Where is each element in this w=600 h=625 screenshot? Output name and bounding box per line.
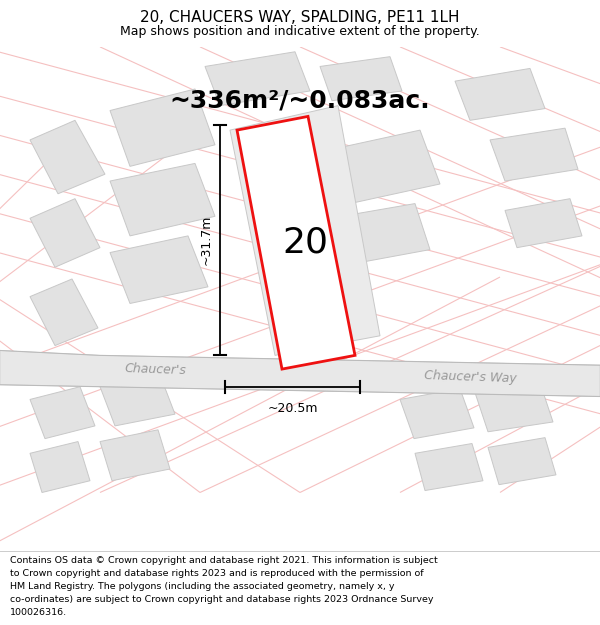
Polygon shape xyxy=(30,121,105,194)
Text: Contains OS data © Crown copyright and database right 2021. This information is : Contains OS data © Crown copyright and d… xyxy=(10,556,437,617)
Polygon shape xyxy=(237,116,355,369)
Polygon shape xyxy=(205,52,310,106)
Polygon shape xyxy=(100,430,170,481)
Polygon shape xyxy=(415,444,483,491)
Polygon shape xyxy=(110,236,208,304)
Polygon shape xyxy=(330,130,440,204)
Polygon shape xyxy=(455,68,545,121)
Polygon shape xyxy=(110,89,215,166)
Polygon shape xyxy=(30,387,95,439)
Polygon shape xyxy=(488,438,556,484)
Polygon shape xyxy=(505,199,582,248)
Polygon shape xyxy=(490,128,578,181)
Polygon shape xyxy=(230,106,380,356)
Text: Chaucer's Way: Chaucer's Way xyxy=(424,369,517,385)
Text: Map shows position and indicative extent of the property.: Map shows position and indicative extent… xyxy=(120,24,480,38)
Polygon shape xyxy=(30,279,98,346)
Text: Chaucer's: Chaucer's xyxy=(124,362,186,378)
Text: ~20.5m: ~20.5m xyxy=(267,402,318,416)
Polygon shape xyxy=(320,57,402,101)
Text: 20: 20 xyxy=(283,226,329,260)
Polygon shape xyxy=(400,389,474,439)
Polygon shape xyxy=(100,375,175,426)
Polygon shape xyxy=(30,199,100,268)
Text: ~31.7m: ~31.7m xyxy=(199,215,212,266)
Polygon shape xyxy=(0,351,600,396)
Text: 20, CHAUCERS WAY, SPALDING, PE11 1LH: 20, CHAUCERS WAY, SPALDING, PE11 1LH xyxy=(140,10,460,25)
Polygon shape xyxy=(475,382,553,432)
Polygon shape xyxy=(30,441,90,493)
Polygon shape xyxy=(110,163,215,236)
Polygon shape xyxy=(330,204,430,265)
Text: ~336m²/~0.083ac.: ~336m²/~0.083ac. xyxy=(170,89,430,112)
